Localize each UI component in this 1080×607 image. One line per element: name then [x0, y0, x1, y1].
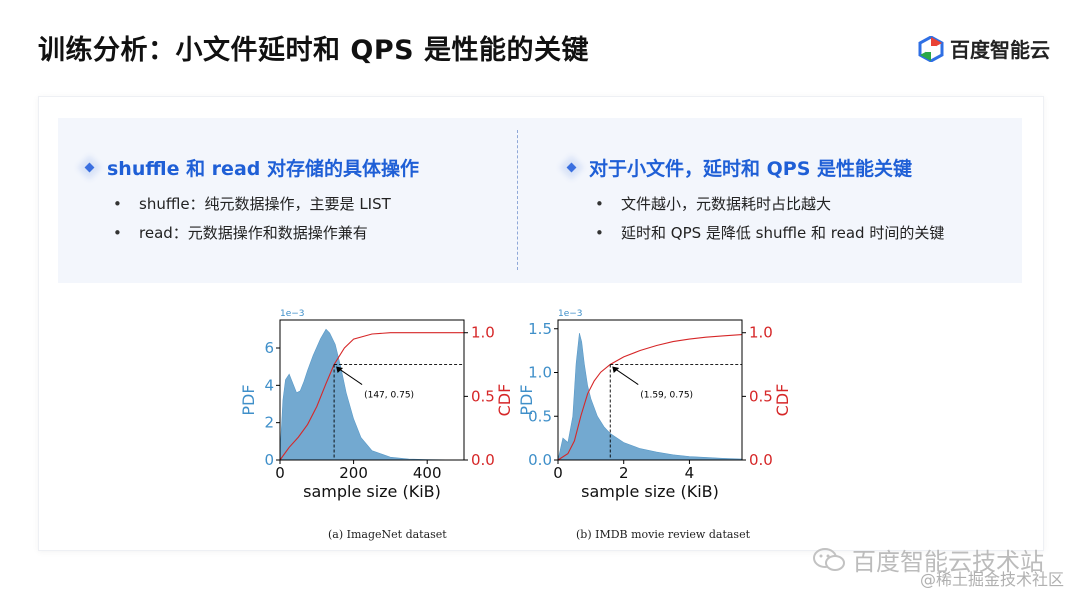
pdf-area	[279, 328, 465, 461]
x-tick-label: 0	[275, 464, 285, 482]
left-bullet-list: shuffle：纯元数据操作，主要是 LIST read：元数据操作和数据操作兼…	[113, 190, 391, 248]
annotation-arrowhead	[612, 366, 620, 374]
watermark-sub: @稀土掘金技术社区	[919, 570, 1064, 589]
wechat-icon	[813, 547, 845, 571]
chart-caption-a: (a) ImageNet dataset	[328, 528, 447, 541]
cloud-logo-icon	[918, 35, 944, 62]
imdb-chart: (1.59, 0.75) 0 2 4 0.0 0.5 1.0 1.5 0.0 0.5 1.0 1e−3…	[517, 309, 792, 501]
right-bullet-list: 文件越小，元数据耗时占比越大 延时和 QPS 是降低 shuffle 和 rea…	[595, 190, 944, 248]
annotation-label: (1.59, 0.75)	[640, 391, 693, 401]
brand-logo: 百度智能云	[918, 34, 1050, 63]
x-tick-label: 0	[553, 464, 563, 482]
diamond-bullet-icon	[84, 162, 95, 173]
plot-frame	[557, 319, 743, 461]
chart-caption-b: (b) IMDB movie review dataset	[576, 528, 750, 541]
y-right-tick-label: 0.0	[471, 451, 495, 469]
annotation-arrowhead	[336, 366, 344, 374]
imagenet-chart: (147, 0.75) 0 200 400 0 2 4 6 0.0 0.5 1.0 1e−3 sampl…	[239, 309, 514, 501]
y-left-axis-label: PDF	[517, 384, 536, 415]
annotation-arrow	[336, 367, 363, 385]
y-left-tick-label: 6	[264, 339, 274, 357]
x-tick-label: 200	[339, 464, 368, 482]
x-tick-label: 4	[685, 464, 695, 482]
watermark: 百度智能云技术站	[812, 542, 1044, 577]
scale-label: 1e−3	[280, 309, 305, 319]
y-right-tick-label: 0.0	[749, 451, 773, 469]
page-title: 训练分析：小文件延时和 QPS 是性能的关键	[38, 35, 589, 66]
y-left-tick-label: 4	[264, 376, 274, 394]
left-panel: shuffle 和 read 对存储的具体操作 shuffle：纯元数据操作，主…	[58, 118, 518, 283]
x-axis-label: sample size (KiB)	[581, 482, 719, 501]
y-right-tick-label: 0.5	[749, 387, 773, 405]
diamond-bullet-icon	[566, 162, 577, 173]
left-panel-heading: shuffle 和 read 对存储的具体操作	[107, 158, 419, 180]
y-left-tick-label: 1.0	[528, 364, 552, 382]
annotation-label: (147, 0.75)	[364, 391, 414, 401]
list-item: read：元数据操作和数据操作兼有	[113, 219, 391, 248]
annotation-arrow	[612, 367, 639, 385]
y-left-tick-label: 1.5	[528, 320, 552, 338]
pdf-area	[557, 333, 743, 461]
list-item: 文件越小，元数据耗时占比越大	[595, 190, 944, 219]
right-panel: 对于小文件，延时和 QPS 是性能关键 文件越小，元数据耗时占比越大 延时和 Q…	[518, 118, 1022, 283]
y-right-tick-label: 1.0	[749, 324, 773, 342]
x-axis-label: sample size (KiB)	[303, 482, 441, 501]
x-tick-label: 2	[619, 464, 629, 482]
y-left-tick-label: 2	[264, 414, 274, 432]
x-tick-label: 400	[413, 464, 442, 482]
scale-label: 1e−3	[558, 309, 583, 319]
y-right-tick-label: 0.5	[471, 387, 495, 405]
y-right-axis-label: CDF	[773, 384, 792, 417]
logo-text: 百度智能云	[950, 38, 1050, 62]
panel-divider	[517, 130, 518, 270]
list-item: shuffle：纯元数据操作，主要是 LIST	[113, 190, 391, 219]
cdf-line	[557, 334, 743, 461]
y-right-axis-label: CDF	[495, 384, 514, 417]
cdf-line	[279, 332, 464, 461]
y-left-tick-label: 0	[264, 451, 274, 469]
plot-frame	[279, 319, 465, 461]
y-left-tick-label: 0.0	[528, 451, 552, 469]
right-panel-heading: 对于小文件，延时和 QPS 是性能关键	[589, 158, 912, 180]
watermark-main: 百度智能云技术站	[852, 548, 1044, 576]
list-item: 延时和 QPS 是降低 shuffle 和 read 时间的关键	[595, 219, 944, 248]
y-left-tick-label: 0.5	[528, 407, 552, 425]
y-left-axis-label: PDF	[239, 384, 258, 415]
y-right-tick-label: 1.0	[471, 324, 495, 342]
